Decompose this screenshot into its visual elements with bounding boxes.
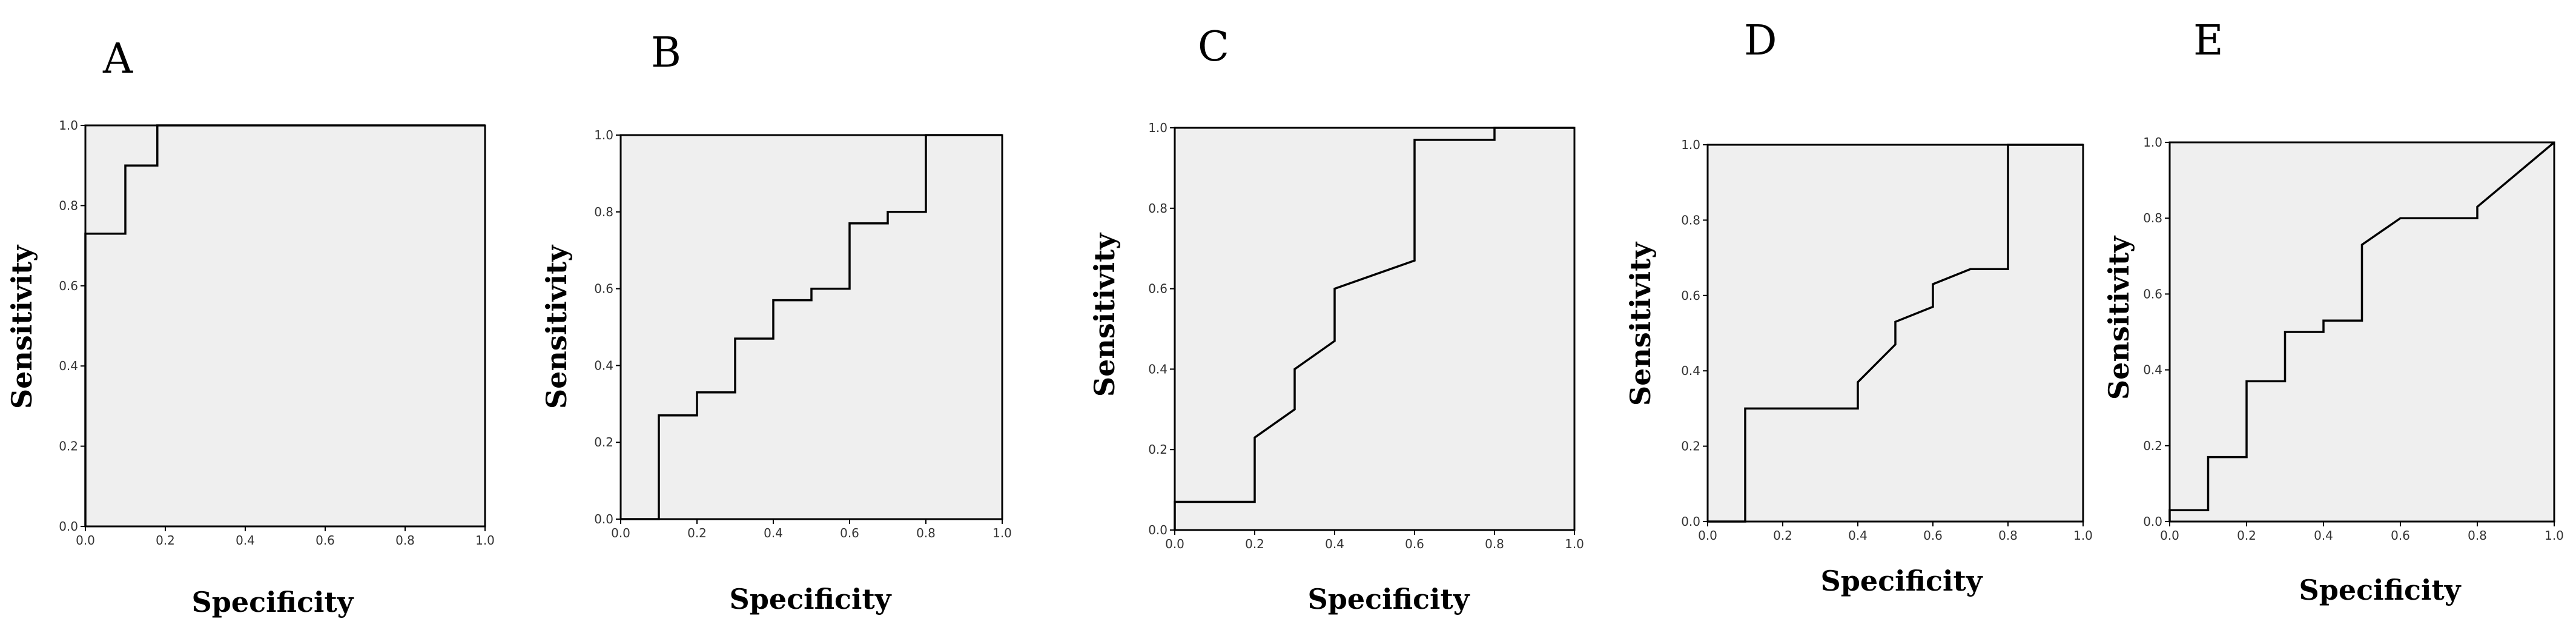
roc-curve-line — [1708, 144, 2083, 523]
y-axis-title: Sensitivity — [1624, 242, 1657, 406]
x-tick-label: 0.2 — [687, 526, 707, 540]
y-axis-title: Sensitivity — [5, 245, 38, 409]
x-axis-title: Specificity — [1307, 583, 1470, 615]
x-axis-title: Specificity — [729, 583, 891, 615]
y-axis-title: Sensitivity — [1088, 233, 1121, 397]
y-axis-title: Sensitivity — [540, 245, 573, 409]
y-tick-label: 1.0 — [594, 128, 613, 142]
x-tick-label: 1.0 — [992, 526, 1012, 540]
x-tick-label: 0.8 — [916, 526, 936, 540]
y-tick-label: 1.0 — [1148, 121, 1167, 135]
plot-area — [2168, 141, 2555, 523]
y-tick-label: 0.6 — [59, 279, 78, 293]
x-tick-label: 0.0 — [1165, 537, 1184, 551]
y-tick-label: 0.0 — [2143, 514, 2162, 529]
y-tick-label: 0.0 — [594, 512, 613, 526]
x-tick-label: 0.4 — [764, 526, 783, 540]
panel-letter: D — [1744, 17, 1777, 65]
roc-curve-line — [2168, 141, 2555, 522]
roc-curve-line — [621, 134, 1002, 520]
panel-letter: C — [1198, 23, 1229, 71]
x-tick-label: 0.6 — [1923, 528, 1943, 543]
x-tick-label: 1.0 — [1565, 537, 1584, 551]
y-tick-label: 0.4 — [594, 358, 613, 373]
plot-area — [84, 124, 486, 528]
x-tick-label: 0.4 — [236, 533, 255, 548]
x-tick-label: 0.0 — [1698, 528, 1717, 543]
x-tick-label: 0.4 — [2314, 528, 2333, 543]
x-tick-label: 0.2 — [1773, 528, 1792, 543]
roc-panel-a: A 0.0 0.2 0.4 0.6 0.8 1.0 0.0 0.2 0.4 0.6 0.8 1.0 Spe… — [5, 35, 495, 618]
x-tick-label: 0.8 — [395, 533, 415, 548]
x-tick-label: 0.6 — [840, 526, 859, 540]
y-tick-label: 0.8 — [594, 205, 613, 219]
y-tick-label: 0.0 — [1148, 523, 1167, 537]
x-tick-label: 0.2 — [2237, 528, 2256, 543]
x-tick-label: 0.2 — [156, 533, 175, 548]
x-tick-label: 0.6 — [315, 533, 335, 548]
y-tick-label: 0.2 — [2143, 439, 2162, 453]
y-tick-label: 0.2 — [594, 435, 613, 449]
x-tick-label: 0.4 — [1848, 528, 1868, 543]
panel-letter: A — [102, 35, 133, 83]
y-tick-label: 0.6 — [594, 282, 613, 296]
x-tick-label: 0.0 — [2160, 528, 2179, 543]
x-tick-label: 0.8 — [1998, 528, 2018, 543]
x-tick-label: 0.8 — [2468, 528, 2487, 543]
y-tick-label: 0.6 — [1681, 288, 1700, 303]
x-tick-label: 0.0 — [611, 526, 630, 540]
panel-letter: B — [651, 29, 681, 77]
y-tick-label: 0.8 — [2143, 211, 2162, 225]
x-tick-label: 1.0 — [2073, 528, 2093, 543]
y-tick-label: 0.8 — [59, 198, 78, 213]
y-tick-label: 0.4 — [59, 359, 78, 373]
y-tick-label: 0.2 — [1148, 442, 1167, 457]
plot-area — [619, 134, 1003, 520]
y-tick-label: 0.6 — [1148, 282, 1167, 296]
roc-panel-c: C 0.0 0.2 0.4 0.6 0.8 1.0 0.0 0.2 0.4 0.6 0.8 1.0 Spe… — [1088, 23, 1584, 615]
x-tick-label: 0.4 — [1325, 537, 1344, 551]
y-tick-label: 0.0 — [1681, 514, 1700, 529]
x-tick-label: 0.0 — [76, 533, 95, 548]
y-tick-label: 0.2 — [59, 439, 78, 454]
y-tick-label: 0.4 — [1148, 362, 1167, 376]
x-tick-label: 1.0 — [475, 533, 495, 548]
y-tick-label: 0.2 — [1681, 439, 1700, 454]
y-tick-label: 0.4 — [2143, 363, 2162, 377]
x-tick-label: 0.8 — [1485, 537, 1504, 551]
x-tick-label: 0.6 — [2391, 528, 2410, 543]
y-tick-label: 0.0 — [59, 519, 78, 534]
y-axis-title: Sensitivity — [2102, 236, 2135, 400]
x-tick-label: 0.6 — [1405, 537, 1424, 551]
roc-panel-b: B 0.0 0.2 0.4 0.6 0.8 1.0 0.0 0.2 0.4 0.6 0.8 1.0 Spe… — [540, 29, 1012, 615]
x-tick-label: 0.2 — [1245, 537, 1264, 551]
roc-curve-line — [1174, 127, 1574, 530]
roc-panel-d: D 0.0 0.2 0.4 0.6 0.8 1.0 0.0 0.2 0.4 0.6 0.8 1.0 Spe… — [1624, 17, 2093, 597]
y-tick-label: 1.0 — [1681, 138, 1700, 152]
y-tick-label: 0.8 — [1148, 201, 1167, 216]
x-axis-title: Specificity — [191, 586, 354, 618]
panel-letter: E — [2193, 17, 2224, 65]
roc-panel-e: E 0.0 0.2 0.4 0.6 0.8 1.0 0.0 0.2 0.4 0.6 0.8 1.0 Spe… — [2102, 17, 2564, 606]
y-tick-label: 0.8 — [1681, 213, 1700, 227]
y-tick-label: 0.4 — [1681, 363, 1700, 378]
plot-area — [1174, 127, 1576, 531]
y-tick-label: 1.0 — [2143, 135, 2162, 150]
y-tick-label: 1.0 — [59, 118, 78, 133]
x-tick-label: 1.0 — [2545, 528, 2564, 543]
x-axis-title: Specificity — [1820, 565, 1983, 597]
y-tick-label: 0.6 — [2143, 287, 2162, 301]
x-axis-title: Specificity — [2299, 574, 2461, 606]
roc-curve-line — [84, 124, 485, 526]
